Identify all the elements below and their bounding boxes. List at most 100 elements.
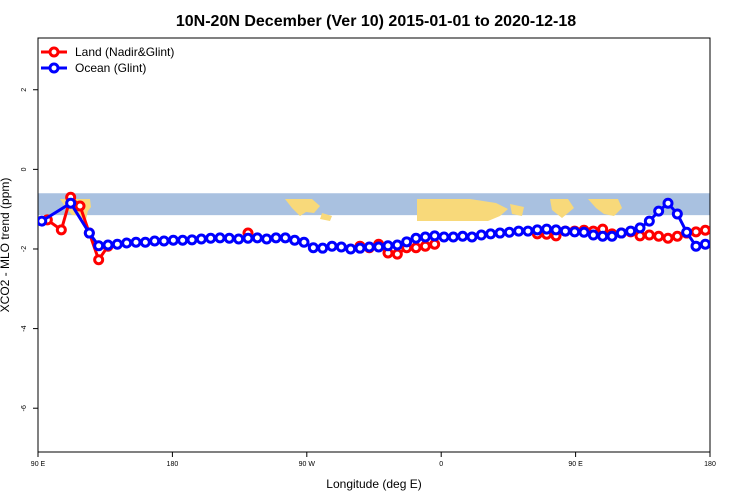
data-point [251,232,263,244]
data-point [699,224,710,236]
data-point [720,238,728,246]
data-point [643,215,655,227]
legend-marker-land [48,46,60,58]
series-ocean [38,197,747,255]
y-tick-label: 0 [21,167,28,171]
x-tick-label: 180 [167,461,179,468]
data-point [93,240,105,252]
data-point [531,224,543,236]
data-point [578,226,590,238]
y-axis: -6 -4 -2 0 2 [21,88,38,411]
data-point [681,226,693,238]
data-point [671,230,683,242]
data-point [429,230,441,242]
data-point [363,241,375,253]
data-point [447,231,459,243]
data-point [739,229,747,237]
data-point [326,240,338,252]
data-point [149,235,161,247]
data-point [354,242,366,254]
data-point [223,232,235,244]
data-point [121,237,133,249]
data-point [625,225,637,237]
data-point [615,227,627,239]
y-tick-label: 2 [21,88,28,92]
data-point [391,248,403,260]
data-point [214,232,226,244]
x-axis-label: Longitude (deg E) [326,477,421,491]
data-point [559,225,571,237]
data-point [643,229,655,241]
data-point [261,233,273,245]
data-point [55,224,67,236]
data-point [195,233,207,245]
data-point [410,232,422,244]
legend: Land (Nadir&Glint) Ocean (Glint) [41,45,174,75]
x-tick-label: 90 W [299,461,316,468]
series-layer [38,191,747,266]
data-point [289,234,301,246]
data-point [317,242,329,254]
data-point [709,240,710,246]
data-point [587,229,599,241]
data-point [720,193,728,201]
data-point [74,200,86,212]
data-point [569,226,581,238]
data-point [662,197,674,209]
data-point [729,204,737,212]
x-tick-label: 0 [439,461,443,468]
data-point [690,226,702,238]
data-point [729,237,737,245]
data-point [205,232,217,244]
x-tick-label: 90 E [568,461,583,468]
data-point [410,242,422,254]
data-point [419,240,431,252]
data-point [709,226,710,233]
data-point [158,235,170,247]
map-ocean [38,193,710,216]
data-point [541,223,553,235]
map-land-arabia [510,204,524,216]
data-point [457,230,469,242]
data-point [279,232,291,244]
data-point [102,239,114,251]
data-point [167,234,179,246]
data-point [242,232,254,244]
data-point [391,239,403,251]
data-point [111,238,123,250]
y-tick-label: -6 [21,405,28,411]
data-point [233,233,245,245]
data-point [177,234,189,246]
map-land-africa [417,199,508,221]
x-axis: 90 E 180 90 W 0 90 E 180 [31,452,716,468]
data-point [606,230,618,242]
data-point [139,236,151,248]
data-point [597,230,609,242]
data-point [653,205,665,217]
x-tick-label: 90 E [31,461,46,468]
data-point [83,227,95,239]
data-point [186,234,198,246]
legend-marker-ocean [48,62,60,74]
data-point [270,232,282,244]
data-point [438,231,450,243]
data-point [429,238,441,250]
data-point [298,236,310,248]
data-point [130,236,142,248]
data-point [699,238,710,250]
legend-label-ocean: Ocean (Glint) [75,61,146,75]
data-point [671,208,683,220]
map-land-southeast-asia [588,199,622,216]
data-point [503,226,515,238]
map-land-india [550,199,574,218]
legend-label-land: Land (Nadir&Glint) [75,45,174,59]
data-point [739,237,747,245]
data-point [382,240,394,252]
data-point [466,231,478,243]
data-point [373,241,385,253]
data-point [419,231,431,243]
map-land-caribbean [320,213,332,221]
y-tick-label: -4 [21,325,28,331]
